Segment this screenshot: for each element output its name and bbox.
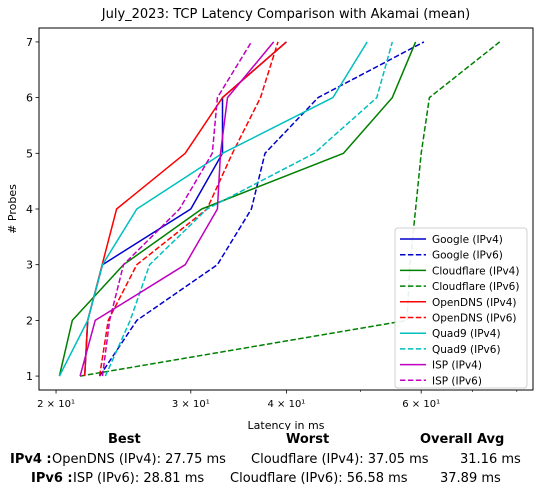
x-tick-label: 6 × 10¹ — [402, 399, 440, 410]
legend-label-1: Google (IPv6) — [432, 250, 503, 262]
x-tick-label: 2 × 10¹ — [37, 399, 75, 410]
legend-label-6: Quad9 (IPv4) — [432, 328, 501, 340]
y-tick-label: 1 — [26, 370, 33, 383]
legend-label-0: Google (IPv4) — [432, 234, 503, 246]
series-layer — [58, 41, 501, 377]
legend-label-9: ISP (IPv6) — [432, 375, 482, 387]
worst-header: Worst — [286, 432, 330, 447]
ipv4-worst-value: Cloudflare (IPv4): 37.05 ms — [251, 452, 429, 467]
ipv6-row-label: IPv6 : — [31, 471, 73, 486]
ipv4-best-value: OpenDNS (IPv4): 27.75 ms — [52, 452, 226, 467]
series-line-8 — [79, 41, 275, 377]
series-line-1 — [98, 41, 425, 377]
legend-label-5: OpenDNS (IPv6) — [432, 313, 517, 325]
x-axis: 2 × 10¹ 3 × 10¹ 4 × 10¹ 6 × 10¹ — [37, 390, 518, 410]
chart-title: July_2023: TCP Latency Comparison with A… — [101, 7, 470, 22]
series-line-9 — [101, 41, 253, 377]
series-line-4 — [83, 41, 287, 377]
y-axis-label: # Probes — [6, 184, 19, 234]
y-tick-label: 6 — [26, 92, 33, 105]
series-line-7 — [104, 41, 394, 377]
y-tick-label: 2 — [26, 314, 33, 327]
latency-chart: July_2023: TCP Latency Comparison with A… — [6, 7, 534, 430]
y-tick-label: 5 — [26, 147, 33, 160]
legend-label-3: Cloudflare (IPv6) — [432, 281, 519, 293]
legend: Google (IPv4) Google (IPv6) Cloudflare (IP… — [394, 227, 528, 389]
x-tick-label: 3 × 10¹ — [172, 399, 210, 410]
series-line-6 — [58, 41, 368, 377]
series-line-0 — [83, 41, 287, 377]
series-line-2 — [58, 41, 417, 377]
ipv6-avg-value: 37.89 ms — [440, 471, 501, 486]
y-tick-label: 3 — [26, 259, 33, 272]
ipv4-avg-value: 31.16 ms — [460, 452, 521, 467]
legend-label-7: Quad9 (IPv6) — [432, 344, 501, 356]
legend-box — [394, 227, 528, 389]
best-header: Best — [108, 432, 141, 447]
ipv6-best-value: ISP (IPv6): 28.81 ms — [73, 471, 205, 486]
legend-label-2: Cloudflare (IPv4) — [432, 265, 519, 277]
ipv6-worst-value: Cloudflare (IPv6): 56.58 ms — [230, 471, 408, 486]
x-axis-label: Latency in ms — [248, 419, 325, 430]
legend-label-8: ISP (IPv4) — [432, 360, 482, 372]
y-tick-label: 4 — [26, 203, 33, 216]
legend-label-4: OpenDNS (IPv4) — [432, 297, 517, 309]
y-tick-label: 7 — [26, 36, 33, 49]
y-axis: 1 2 3 4 5 6 7 — [26, 36, 39, 383]
avg-header: Overall Avg — [420, 432, 505, 447]
x-tick-label: 4 × 10¹ — [267, 399, 305, 410]
ipv4-row-label: IPv4 : — [10, 452, 52, 467]
series-line-3 — [79, 41, 501, 377]
